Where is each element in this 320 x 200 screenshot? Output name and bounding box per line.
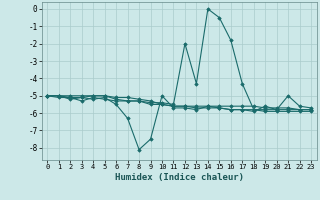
X-axis label: Humidex (Indice chaleur): Humidex (Indice chaleur) (115, 173, 244, 182)
